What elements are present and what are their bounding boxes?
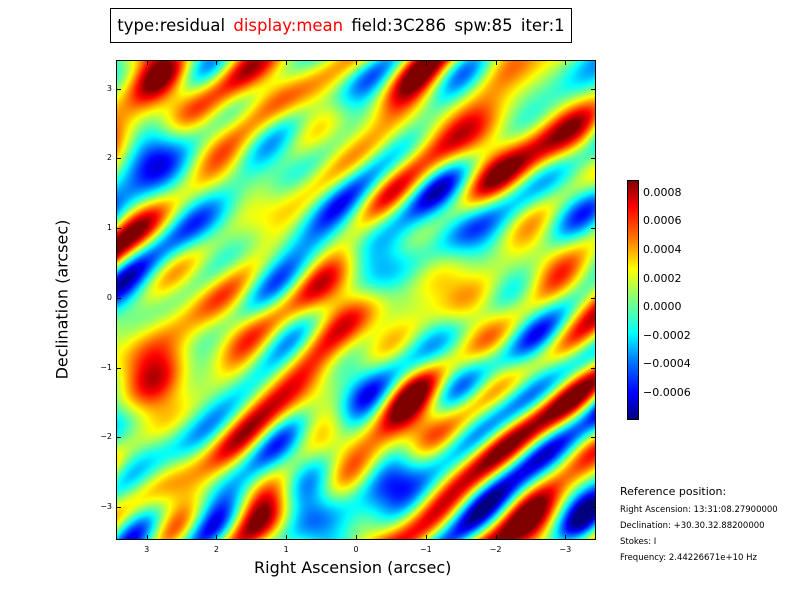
reference-frequency: Frequency: 2.44226671e+10 Hz — [620, 553, 757, 563]
y-axis-label: Declination (arcsec) — [52, 219, 72, 380]
title-iter: iter:1 — [520, 16, 565, 35]
colorbar-tick-label: 0.0004 — [643, 243, 682, 256]
y-tick-mark — [117, 88, 121, 90]
y-tick-mark — [117, 437, 121, 439]
y-tick-label: 3 — [106, 83, 112, 93]
y-tick-mark — [591, 228, 595, 230]
title-type: type:residual — [117, 16, 226, 35]
x-tick-mark — [146, 61, 148, 65]
reference-dec: Declination: +30.30.32.88200000 — [620, 521, 765, 531]
y-tick-mark — [591, 507, 595, 509]
title-display: display:mean — [233, 16, 344, 35]
x-tick-label: −1 — [419, 545, 432, 554]
y-tick-mark — [117, 367, 121, 369]
y-tick-mark — [117, 228, 121, 230]
y-tick-label: −1 — [100, 362, 112, 372]
x-tick-label: −2 — [489, 545, 502, 554]
colorbar-tick-label: 0.0008 — [643, 185, 682, 199]
title-field: field:3C286 — [351, 16, 447, 35]
colorbar-tick-label: −0.0002 — [643, 328, 691, 342]
x-tick-mark — [146, 535, 148, 539]
x-tick-mark — [356, 535, 357, 539]
x-tick-mark — [216, 61, 218, 65]
colorbar-tick-label: 0.0002 — [643, 271, 682, 285]
plot-frame — [116, 60, 596, 540]
colorbar — [627, 180, 639, 420]
title-spw: spw:85 — [454, 16, 513, 35]
x-axis-label: Right Ascension (arcsec) — [254, 558, 452, 577]
y-tick-mark — [117, 507, 121, 509]
y-tick-label: 0 — [106, 292, 112, 302]
x-tick-mark — [565, 535, 567, 539]
x-tick-label: 1 — [283, 545, 289, 554]
y-tick-mark — [117, 158, 121, 160]
y-tick-label: 1 — [106, 223, 112, 233]
x-tick-label: 2 — [213, 545, 219, 554]
x-tick-mark — [216, 535, 218, 539]
title-box: type:residual display:mean field:3C286 s… — [110, 8, 572, 43]
x-tick-label: 0 — [353, 545, 359, 554]
x-tick-mark — [425, 61, 427, 65]
y-tick-mark — [591, 297, 595, 299]
reference-stokes: Stokes: I — [620, 537, 657, 547]
y-tick-label: −3 — [100, 502, 112, 512]
y-tick-mark — [117, 297, 121, 299]
x-tick-label: 3 — [144, 545, 150, 554]
y-tick-mark — [591, 367, 595, 369]
x-tick-mark — [565, 61, 567, 65]
colorbar-tick-label: −0.0006 — [643, 385, 691, 399]
reference-position: Reference position: Right Ascension: 13:… — [620, 485, 778, 569]
colorbar-tick-label: −0.0004 — [643, 357, 691, 371]
residual-image-heatmap — [117, 61, 595, 539]
x-tick-mark — [286, 535, 288, 539]
y-tick-label: −2 — [100, 432, 112, 442]
x-tick-mark — [425, 535, 427, 539]
colorbar-tick-label: 0.0006 — [643, 214, 682, 228]
y-tick-label: 2 — [106, 153, 112, 163]
x-tick-mark — [356, 61, 357, 65]
x-tick-label: −3 — [559, 545, 572, 554]
y-tick-mark — [591, 88, 595, 90]
y-tick-mark — [591, 437, 595, 439]
colorbar-tick-label: 0.0000 — [643, 300, 682, 314]
x-tick-mark — [286, 61, 288, 65]
y-tick-mark — [591, 158, 595, 160]
x-tick-mark — [495, 535, 497, 539]
reference-ra: Right Ascension: 13:31:08.27900000 — [620, 505, 778, 515]
x-tick-mark — [495, 61, 497, 65]
reference-heading: Reference position: — [620, 485, 727, 498]
